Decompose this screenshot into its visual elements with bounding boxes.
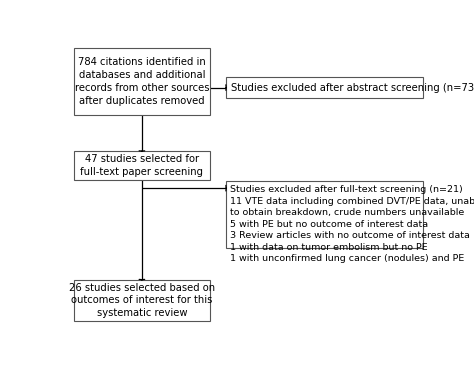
FancyBboxPatch shape — [227, 181, 423, 247]
Text: Studies excluded after full-text screening (n=21)
11 VTE data including combined: Studies excluded after full-text screeni… — [230, 185, 474, 263]
Text: Studies excluded after abstract screening (n=737): Studies excluded after abstract screenin… — [231, 83, 474, 92]
Text: 784 citations identified in
databases and additional
records from other sources
: 784 citations identified in databases an… — [74, 57, 209, 106]
FancyBboxPatch shape — [74, 280, 210, 321]
FancyBboxPatch shape — [74, 48, 210, 115]
Text: 47 studies selected for
full-text paper screening: 47 studies selected for full-text paper … — [81, 154, 203, 177]
Text: 26 studies selected based on
outcomes of interest for this
systematic review: 26 studies selected based on outcomes of… — [69, 283, 215, 318]
FancyBboxPatch shape — [227, 77, 423, 98]
FancyBboxPatch shape — [74, 152, 210, 180]
